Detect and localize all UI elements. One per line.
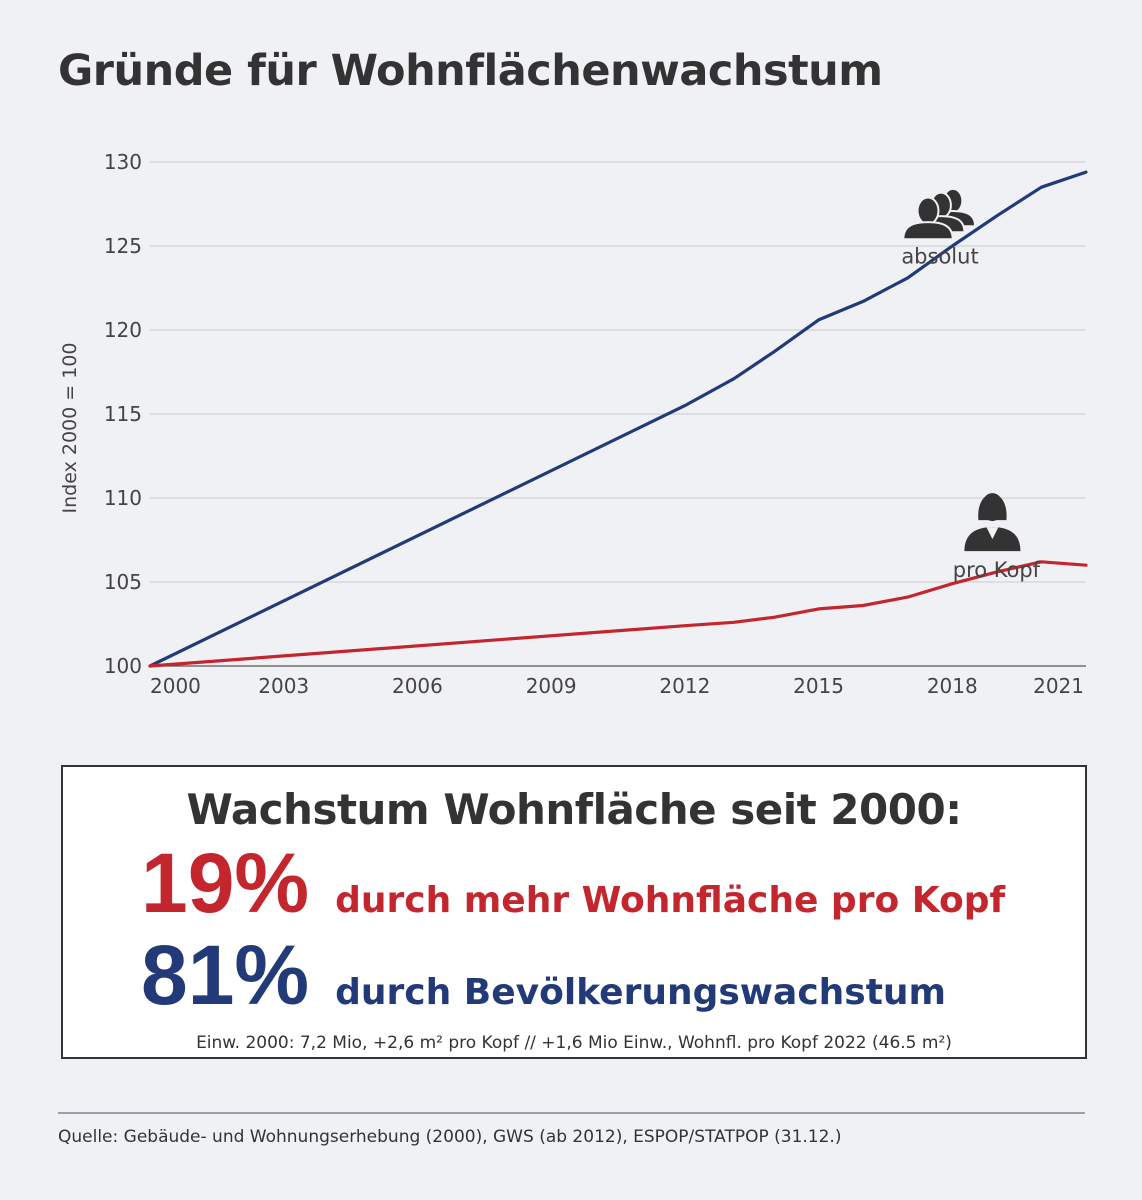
- x-tick-label: 2018: [927, 674, 978, 698]
- x-tick-label: 2003: [258, 674, 309, 698]
- person-icon: [964, 493, 1021, 552]
- y-tick-label: 110: [104, 486, 142, 510]
- x-tick-label: 2006: [392, 674, 443, 698]
- stat-per-capita-percent: 19%: [141, 836, 310, 930]
- annotation-label-absolut: absolut: [901, 244, 978, 268]
- stat-population-text: durch Bevölkerungswachstum: [335, 972, 947, 1013]
- y-tick-label: 105: [104, 570, 142, 594]
- summary-title: Wachstum Wohnfläche seit 2000:: [186, 785, 962, 834]
- stat-population-percent: 81%: [141, 928, 310, 1022]
- stat-per-capita: 19% durch mehr Wohnfläche pro Kopf: [141, 835, 1005, 932]
- y-tick-label: 125: [104, 234, 142, 258]
- y-axis-label: Index 2000 = 100: [59, 343, 81, 514]
- source-note: Quelle: Gebäude- und Wohnungserhebung (2…: [58, 1127, 842, 1147]
- series-lines: [148, 170, 1088, 668]
- summary-box: Wachstum Wohnfläche seit 2000: 19% durch…: [61, 765, 1087, 1059]
- page-title: Gründe für Wohnflächenwachstum: [58, 46, 883, 96]
- y-tick-label: 120: [104, 318, 142, 342]
- annotation-label-pro-kopf: pro Kopf: [953, 558, 1041, 582]
- x-tick-label: 2009: [526, 674, 577, 698]
- x-tick-label: 2015: [793, 674, 844, 698]
- x-tick-label: 2021: [1033, 674, 1084, 698]
- x-tick-labels: 2000 2003 2006 2009 2012 2015 2018 2021: [150, 674, 1084, 698]
- y-tick-label: 115: [104, 402, 142, 426]
- series-line-pro-Kopf: [148, 560, 1088, 668]
- x-tick-label: 2000: [150, 674, 201, 698]
- group-people-icon: [902, 187, 977, 241]
- series-annotations: absolut pro Kopf: [901, 187, 1041, 582]
- y-tick-label: 130: [104, 150, 142, 174]
- divider: [58, 1112, 1085, 1114]
- y-tick-labels: 100 105 110 115 120 125 130: [104, 150, 142, 678]
- stat-per-capita-text: durch mehr Wohnfläche pro Kopf: [335, 880, 1006, 921]
- summary-footnote: Einw. 2000: 7,2 Mio, +2,6 m² pro Kopf //…: [196, 1033, 952, 1053]
- y-tick-label: 100: [104, 654, 142, 678]
- grid-lines: [150, 161, 1086, 667]
- stat-population: 81% durch Bevölkerungswachstum: [141, 927, 946, 1024]
- x-tick-label: 2012: [659, 674, 710, 698]
- series-line-absolut: [148, 170, 1088, 668]
